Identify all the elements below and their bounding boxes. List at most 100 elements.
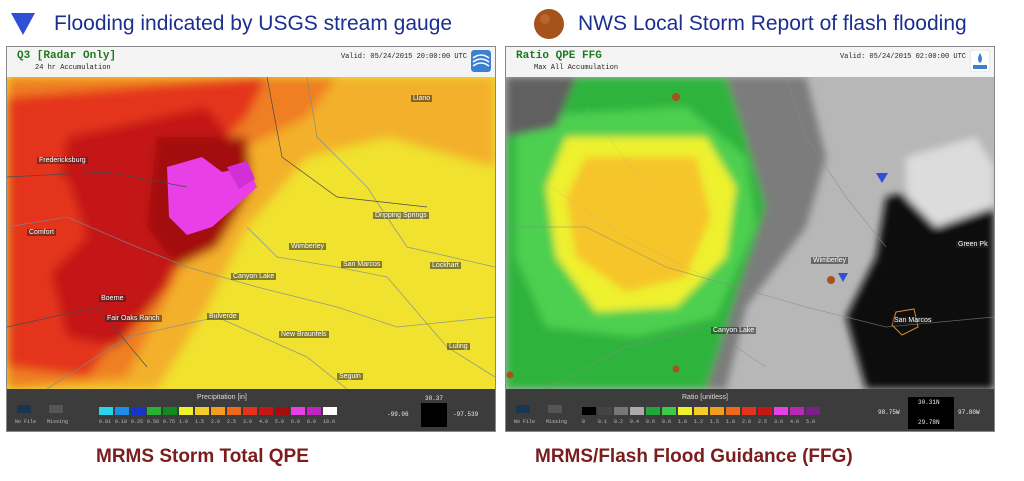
colorbar-tick-label: 1.5 <box>710 419 720 425</box>
colorbar-tick-label: 0.10 <box>115 419 128 425</box>
colorbar-tick-label: 5.0 <box>275 419 285 425</box>
right-ratio-map <box>506 77 994 389</box>
map-label: Canyon Lake <box>231 273 277 280</box>
right-coord-box <box>908 397 954 429</box>
map-label: Fair Oaks Ranch <box>105 315 162 322</box>
map-label: San Marcos <box>341 261 383 268</box>
map-label: Lockhart <box>430 262 461 269</box>
lsr-marker <box>827 276 835 284</box>
left-coord-lat-top: 30.37 <box>425 395 444 402</box>
left-missing-swatch <box>49 405 63 413</box>
down-triangle-icon <box>11 13 35 35</box>
legend-lsr: NWS Local Storm Report of flash flooding <box>532 6 967 42</box>
left-map-panel: Q3 [Radar Only] 24 hr Accumulation Valid… <box>6 46 496 432</box>
colorbar-swatch <box>742 407 756 415</box>
colorbar-swatch <box>630 407 644 415</box>
left-precip-map <box>7 77 495 389</box>
right-coord-lat-bottom: 29.78N <box>918 419 940 426</box>
colorbar-swatch <box>646 407 660 415</box>
legend-gauge: Flooding indicated by USGS stream gauge <box>10 6 452 42</box>
flash-logo-icon <box>970 50 990 72</box>
right-product-title: Ratio QPE FFG <box>516 50 602 62</box>
colorbar-swatch <box>582 407 596 415</box>
colorbar-swatch <box>614 407 628 415</box>
map-label: New Braunfels <box>279 331 329 338</box>
colorbar-swatch <box>99 407 113 415</box>
map-label: Fredericksburg <box>37 157 88 164</box>
map-label: Luling <box>447 343 470 350</box>
left-coord-lon-left: -99.06 <box>387 411 409 418</box>
right-product-subtitle: Max All Accumulation <box>534 64 619 72</box>
colorbar-swatch <box>131 407 145 415</box>
map-label: Wimberley <box>289 243 327 250</box>
colorbar-swatch <box>598 407 612 415</box>
colorbar-tick-label: 1.8 <box>726 419 736 425</box>
colorbar-tick-label: 0.50 <box>147 419 160 425</box>
left-coord-lon-right: -97.539 <box>453 411 479 418</box>
left-product-subtitle: 24 hr Accumulation <box>35 64 111 72</box>
map-label: Llano <box>411 95 433 102</box>
right-colorbar-footer: Ratio [unitless] No File Missing 0 0.1 0.2… <box>506 389 994 431</box>
colorbar-tick-label: 3.0 <box>243 419 253 425</box>
map-label: San Marcos <box>892 317 934 324</box>
colorbar-swatch <box>227 407 241 415</box>
colorbar-swatch <box>307 407 321 415</box>
left-product-title: Q3 [Radar Only] <box>17 50 117 62</box>
lsr-marker <box>672 93 680 101</box>
colorbar-swatch <box>195 407 209 415</box>
colorbar-swatch <box>678 407 692 415</box>
lsr-marker <box>506 371 514 379</box>
right-caption: MRMS/Flash Flood Guidance (FFG) <box>535 446 853 467</box>
right-missing-swatch <box>548 405 562 413</box>
left-coord-box <box>421 403 447 427</box>
colorbar-swatch <box>179 407 193 415</box>
colorbar-tick-label: 8.0 <box>307 419 317 425</box>
left-valid-time: Valid: 05/24/2015 20:00:00 UTC <box>340 53 467 61</box>
colorbar-tick-label: 0.6 <box>646 419 656 425</box>
colorbar-swatch <box>275 407 289 415</box>
left-colorbar-footer: Precipitation [in] No File Missing 0.01 0… <box>7 389 495 431</box>
colorbar-swatch <box>694 407 708 415</box>
colorbar-tick-label: 10.0 <box>323 419 336 425</box>
colorbar-tick-label: 1.0 <box>179 419 189 425</box>
colorbar-tick-label: 1.5 <box>195 419 205 425</box>
colorbar-swatch <box>147 407 161 415</box>
left-nofile-swatch <box>17 405 31 413</box>
colorbar-tick-label: 3.0 <box>774 419 784 425</box>
left-nofile-label: No File <box>15 419 37 425</box>
colorbar-tick-label: 0 <box>582 419 586 425</box>
colorbar-swatch <box>115 407 129 415</box>
colorbar-swatch <box>211 407 225 415</box>
map-label: Seguin <box>337 373 363 380</box>
left-caption: MRMS Storm Total QPE <box>96 446 309 467</box>
colorbar-tick-label: 6.0 <box>291 419 301 425</box>
colorbar-tick-label: 2.0 <box>211 419 221 425</box>
colorbar-tick-label: 5.0 <box>806 419 816 425</box>
colorbar-swatch <box>726 407 740 415</box>
colorbar-swatch <box>163 407 177 415</box>
colorbar-tick-label: 0.1 <box>598 419 608 425</box>
right-coord-lon-left: 98.75W <box>878 409 900 416</box>
colorbar-tick-label: 0.4 <box>630 419 640 425</box>
colorbar-tick-label: 4.0 <box>259 419 269 425</box>
legend-lsr-label: NWS Local Storm Report of flash flooding <box>578 12 967 35</box>
colorbar-swatch <box>662 407 676 415</box>
colorbar-tick-label: 2.5 <box>227 419 237 425</box>
colorbar-swatch <box>243 407 257 415</box>
left-panel-header: Q3 [Radar Only] 24 hr Accumulation Valid… <box>7 47 495 77</box>
right-panel-header: Ratio QPE FFG Max All Accumulation Valid… <box>506 47 994 77</box>
right-map-panel: Ratio QPE FFG Max All Accumulation Valid… <box>505 46 995 432</box>
map-label: Green Pk <box>956 241 990 248</box>
right-colorbar-title: Ratio [unitless] <box>682 394 728 401</box>
colorbar-tick-label: 2.0 <box>742 419 752 425</box>
colorbar-swatch <box>291 407 305 415</box>
right-coord-lat-top: 30.31N <box>918 399 940 406</box>
right-coord-lon-right: 97.80W <box>958 409 980 416</box>
map-label: Comfort <box>27 229 56 236</box>
colorbar-swatch <box>710 407 724 415</box>
map-label: Boerne <box>99 295 126 302</box>
right-missing-label: Missing <box>546 419 568 425</box>
colorbar-tick-label: 1.0 <box>678 419 688 425</box>
colorbar-swatch <box>806 407 820 415</box>
map-label: Canyon Lake <box>711 327 757 334</box>
